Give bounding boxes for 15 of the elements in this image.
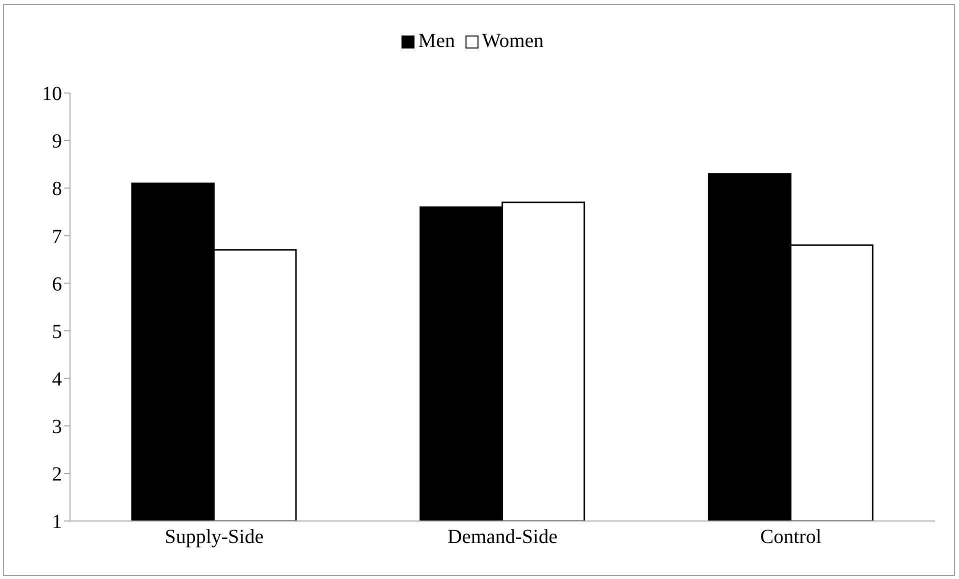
y-tick-label: 5 [52,320,62,343]
y-tick-label: 3 [52,416,62,438]
y-tick-label: 4 [52,368,62,390]
y-tick-label: 2 [52,464,62,486]
legend-label: Men [418,30,455,53]
x-tick-label: Supply-Side [164,526,264,548]
y-tick-label: 8 [52,178,62,200]
y-tick-label: 9 [52,130,62,153]
y-tick-label: 7 [52,226,62,248]
y-tick-label: 10 [42,83,62,106]
y-tick-label: 1 [52,511,62,534]
y-tick-label: 6 [52,273,62,296]
x-tick-label: Control [760,526,822,548]
legend-label: Women [482,30,544,53]
x-tick-label: Demand-Side [448,526,558,548]
